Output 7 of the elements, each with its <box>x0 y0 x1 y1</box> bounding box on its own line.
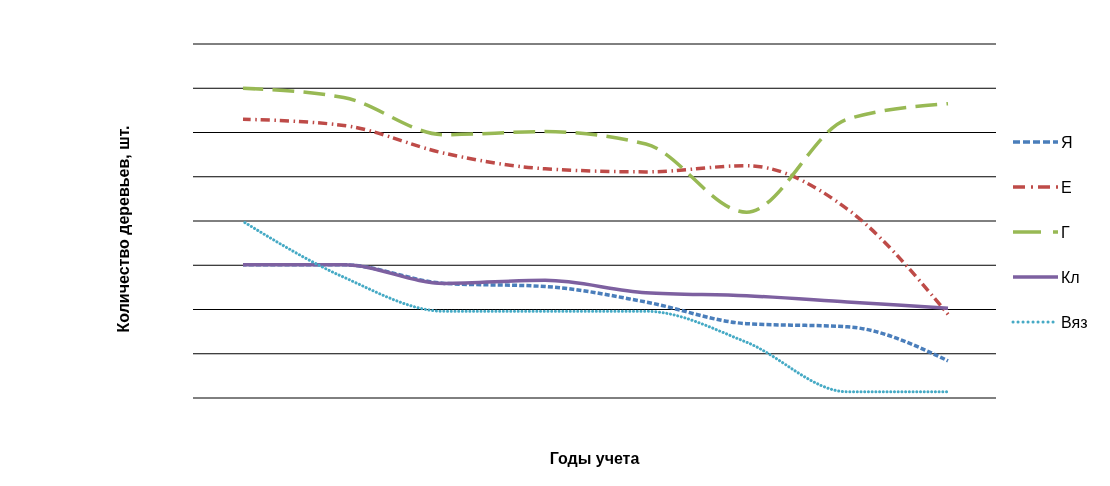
legend-label: Г <box>1061 224 1070 241</box>
legend-label: Е <box>1061 179 1072 196</box>
legend-label: Вяз <box>1061 314 1088 331</box>
x-axis-title: Годы учета <box>549 450 640 467</box>
y-axis-title: Количество деревьев, шт. <box>115 125 132 333</box>
legend-label: Кл <box>1061 269 1080 286</box>
legend-label: Я <box>1061 134 1073 151</box>
